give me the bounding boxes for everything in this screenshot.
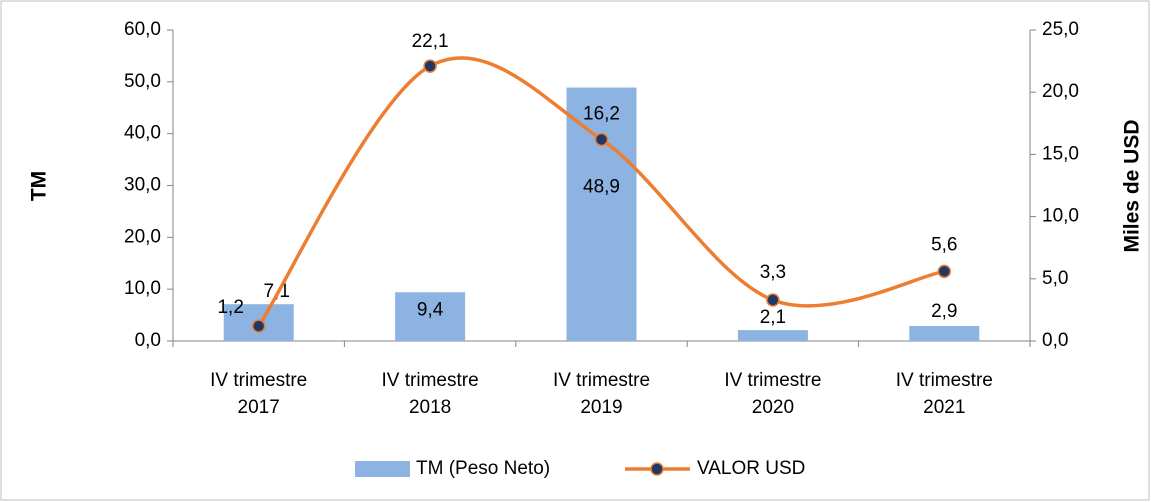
y2-tick-label: 25,0 — [1042, 19, 1079, 40]
y2-axis-title: Miles de USD — [1121, 119, 1144, 252]
bar — [566, 87, 637, 341]
y2-tick-label: 10,0 — [1042, 206, 1079, 227]
y2-tick-label: 5,0 — [1042, 268, 1068, 289]
line-value-label: 3,3 — [760, 262, 786, 283]
bar — [737, 330, 808, 341]
x-tick-label: IV trimestre 2018 — [381, 370, 479, 418]
y-tick-label: 10,0 — [124, 278, 161, 299]
line-marker — [423, 59, 437, 73]
y-tick-label: 30,0 — [124, 175, 161, 196]
line — [257, 56, 945, 328]
x-tick-label: IV trimestre 2020 — [724, 370, 822, 418]
bar-value-label: 2,9 — [931, 301, 957, 322]
x-tick-label: IV trimestre 2017 — [210, 370, 308, 418]
bar — [909, 325, 980, 341]
bar — [395, 292, 466, 341]
line-marker — [594, 132, 609, 147]
line-marker — [251, 319, 266, 333]
bar-value-label: 48,9 — [583, 177, 620, 198]
y-tick-label: 20,0 — [124, 226, 161, 247]
y2-tick-label: 20,0 — [1042, 81, 1079, 102]
legend-marker — [650, 462, 664, 476]
bar-value-label: 2,1 — [760, 307, 786, 328]
line-marker — [937, 264, 952, 279]
y2-tick-label: 0,0 — [1042, 330, 1068, 351]
legend-label: VALOR USD — [697, 458, 805, 479]
y-tick-label: 60,0 — [124, 19, 161, 40]
bar-value-label: 9,4 — [417, 299, 444, 320]
y-tick-label: 0,0 — [135, 330, 161, 351]
line-marker — [766, 293, 780, 307]
x-tick-label: IV trimestre 2019 — [552, 370, 651, 418]
x-tick-label: IV trimestre 2021 — [895, 370, 993, 418]
line-value-label: 5,6 — [931, 234, 957, 255]
y2-tick-label: 15,0 — [1042, 143, 1079, 164]
y-tick-label: 40,0 — [124, 123, 161, 144]
legend-swatch — [355, 461, 410, 477]
line-value-label: 1,2 — [217, 297, 243, 318]
y-tick-label: 50,0 — [124, 71, 161, 92]
legend-label: TM (Peso Neto) — [416, 458, 550, 479]
line-value-label: 22,1 — [412, 31, 449, 52]
y-axis-title: TM — [28, 171, 51, 201]
line-value-label: 16,2 — [583, 103, 620, 124]
